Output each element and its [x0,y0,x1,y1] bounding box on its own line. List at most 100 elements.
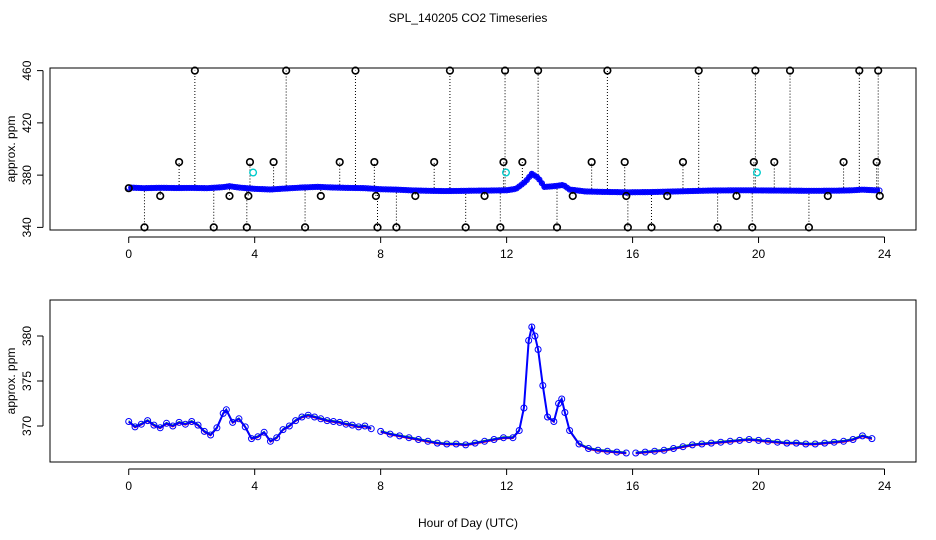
top-flag-marker [534,66,543,75]
top-flag-marker [713,223,722,232]
bottom-series-point [361,422,369,430]
bottom-y-tick-label: 375 [20,371,34,391]
bottom-series-point [175,418,183,426]
bottom-series-point [207,431,215,439]
bottom-series-point [266,437,274,445]
top-plot-frame [49,67,917,231]
top-series-point [558,182,566,189]
bottom-series-point [298,413,306,421]
top-x-tick-label: 0 [125,247,132,261]
top-alt-marker [249,168,258,177]
top-alt-marker [501,168,510,177]
bottom-series-point [858,432,866,440]
bottom-series-point [194,421,202,429]
bottom-series-point [222,406,230,414]
top-flag-marker [875,191,884,201]
bottom-series-point [821,439,829,447]
bottom-series-point [248,435,256,443]
top-flag-marker [445,66,455,75]
bottom-series-point [755,436,763,444]
bottom-series-point [241,423,249,431]
top-y-tick-label: 340 [20,217,34,237]
top-flag-marker [500,66,510,75]
top-y-tick-label: 380 [20,165,34,185]
top-flag-marker [587,157,596,167]
bottom-x-tick-label: 20 [752,479,766,493]
top-flag-marker [351,66,360,75]
bottom-series-point [660,446,668,454]
bottom-series-point [452,440,460,448]
bottom-series-point [377,427,385,435]
bottom-series-point [515,427,523,434]
top-flag-marker [499,157,508,167]
bottom-series-point [125,418,133,425]
bottom-series-point [260,428,268,436]
bottom-x-tick-label: 8 [377,479,384,493]
bottom-series-point [348,421,356,429]
bottom-series-point [367,425,375,433]
bottom-series-point [144,417,152,425]
bottom-series-point [213,424,221,432]
top-y-axis: 340 380 420 460 [20,60,44,237]
top-flag-marker [461,223,470,232]
bottom-series-point [443,440,451,448]
bottom-series-point [525,337,533,344]
top-series [125,170,883,196]
bottom-y-tick-label: 370 [20,416,34,436]
top-flag-marker [647,223,656,232]
bottom-series-point [273,434,281,442]
bottom-series-point [163,419,171,427]
top-flag-marker [678,157,688,167]
top-flag-marker [518,157,527,167]
bottom-series-point [304,411,312,419]
bottom-series-point [707,439,715,447]
top-flag-marker [804,223,814,232]
top-flag-marker [373,223,382,232]
top-panel: approx. ppm 0 4 8 12 16 20 24 340 380 420 460 [4,60,917,261]
top-flag-marker [316,191,325,201]
bottom-series-point [651,447,659,455]
top-flag-marker [209,223,218,232]
top-flag-marker [392,223,401,232]
bottom-blue-line [380,323,627,454]
bottom-plot-frame [49,299,917,463]
bottom-series-point [481,437,489,445]
bottom-series-point [632,449,640,457]
top-flag-marker [785,66,795,75]
top-flag-marker [823,191,832,201]
bottom-series-point [279,426,287,434]
bottom-series-point [181,420,189,428]
top-alt-markers [249,168,761,177]
bottom-series-point [670,445,678,452]
bottom-series-point [688,441,696,449]
top-flag-marker [242,223,251,232]
bottom-series-point [137,420,145,428]
top-flag-marker [568,191,577,201]
top-flag-marker [140,223,149,232]
bottom-series-point [534,346,542,353]
bottom-series-point [849,436,857,443]
bottom-series-point [745,436,753,443]
bottom-series-point [254,433,262,441]
bottom-series-point [575,440,583,448]
bottom-series-point [499,434,507,442]
bottom-series-point [424,437,432,445]
top-flag-marker [430,157,439,167]
bottom-series [125,323,876,457]
bottom-series-point [679,443,687,451]
bottom-series-point [802,440,810,448]
top-flag-marker [855,66,864,75]
bottom-series-point [311,413,319,421]
bottom-series-point [509,434,517,442]
bottom-series-point [594,446,602,454]
top-x-tick-label: 4 [251,247,258,261]
bottom-series-point [386,430,394,438]
bottom-series-point [641,448,649,456]
bottom-series-point [471,439,479,447]
bottom-series-point [622,449,630,457]
top-flag-marker [874,66,883,75]
bottom-panel: approx. ppm 0 4 8 12 16 20 24 370 375 380 [4,299,917,493]
bottom-y-axis: 370 375 380 [20,326,44,436]
bottom-series-point [317,415,325,423]
bottom-series-point [566,427,574,434]
